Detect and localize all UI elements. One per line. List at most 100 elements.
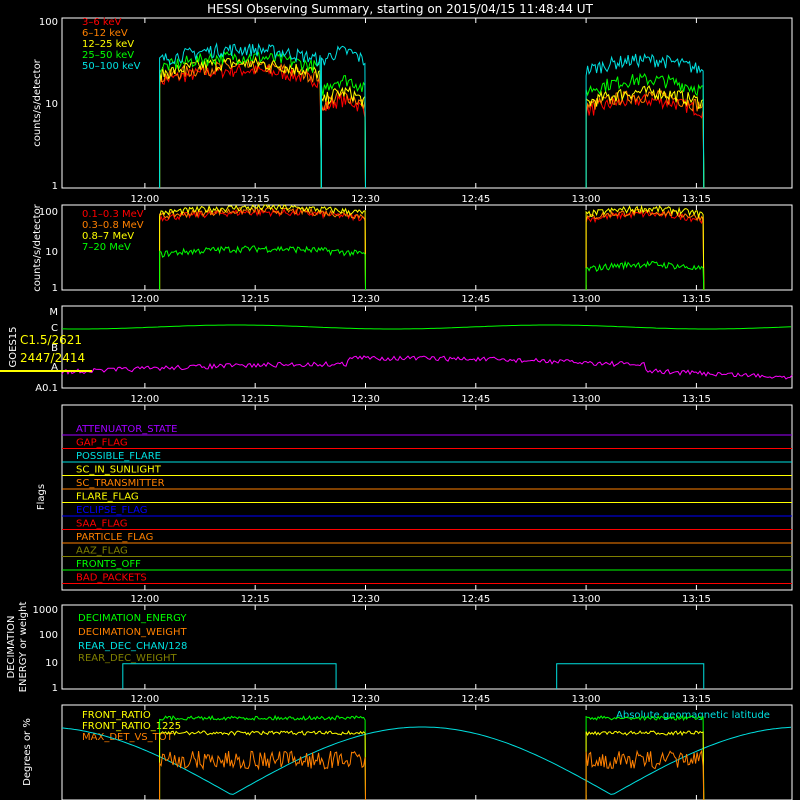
p5-legend-rear-dec-weight: REAR_DEC_WEIGHT [78, 653, 177, 664]
time-tick-label: 12:15 [241, 394, 270, 405]
p1-series-line [159, 42, 322, 189]
chart-marks [0, 18, 793, 800]
p5-legend-dec-energy: DECIMATION_ENERGY [78, 613, 187, 624]
time-tick-label: 12:45 [461, 294, 490, 305]
p2-legend-03-08: 0.3–0.8 MeV [82, 220, 144, 231]
p1-ytick-1: 1 [52, 181, 58, 192]
p2-ytick-10: 10 [45, 247, 58, 258]
goes-annotation-1: C1.5/2621 [20, 333, 82, 347]
p5-ytick-100: 100 [39, 630, 58, 641]
p3-ytick-a01: A0.1 [35, 383, 58, 394]
p1-legend-50-100: 50–100 keV [82, 61, 141, 72]
p1-series-line [320, 93, 366, 189]
p2-series-line [585, 260, 705, 291]
goes-annotation-2: 2447/2414 [20, 351, 85, 365]
time-tick-label: 12:00 [130, 394, 159, 405]
p1-series-line [320, 85, 366, 189]
time-tick-label: 12:30 [351, 594, 380, 605]
p2-series-line [159, 245, 366, 291]
flag-label: SAA_FLAG [76, 519, 127, 530]
p5-rear-dec-line [122, 663, 337, 689]
time-tick-label: 13:00 [572, 394, 601, 405]
panel-2-frame [61, 204, 793, 291]
p5-legend-dec-weight: DECIMATION_WEIGHT [78, 627, 187, 638]
goes-short-line [61, 355, 793, 380]
p5-ytick-10: 10 [45, 658, 58, 669]
panel-6-frame [61, 704, 793, 800]
time-tick-label: 12:45 [461, 194, 490, 205]
time-tick-label: 13:15 [682, 394, 711, 405]
p3-ylabel: GOES15 [8, 326, 19, 367]
time-axis-labels: 12:00 12:00 12:00 12:00 12:00 12:15 12:15 12:15… [130, 194, 710, 705]
p5-legend-rear-dec-chan: REAR_DEC_CHAN/128 [78, 641, 187, 652]
p2-series-line [585, 208, 705, 291]
p2-series-line [159, 203, 366, 291]
p6-legend-geomag: Absolute geomagnetic latitude [616, 710, 770, 721]
time-tick-label: 12:30 [351, 694, 380, 705]
p5-ylabel-1: DECIMATION [6, 615, 17, 678]
p6-ratio-line [585, 730, 705, 800]
panel-1-frame [61, 17, 793, 189]
p1-series-line [159, 50, 322, 189]
p6-ylabel: Degrees or % [22, 718, 33, 786]
p1-legend-12-25: 12–25 keV [82, 39, 134, 50]
p1-ytick-10: 10 [45, 99, 58, 110]
flag-label: SC_TRANSMITTER [76, 478, 165, 489]
p3-ytick-c: C [51, 323, 58, 334]
flag-label: GAP_FLAG [76, 438, 128, 449]
time-tick-label: 12:00 [130, 694, 159, 705]
p1-series-line [585, 53, 705, 189]
flag-label: POSSIBLE_FLARE [76, 451, 161, 462]
p1-series-line [585, 72, 705, 189]
time-tick-label: 12:30 [351, 194, 380, 205]
time-tick-label: 12:00 [130, 294, 159, 305]
p2-ytick-1: 1 [52, 283, 58, 294]
flag-label: PARTICLE_FLAG [76, 532, 153, 543]
time-tick-label: 12:15 [241, 194, 270, 205]
p1-series-line [585, 85, 705, 189]
panel-3-frame [61, 305, 793, 389]
p2-ytick-100: 100 [39, 207, 58, 218]
flag-list: ATTENUATOR_STATE GAP_FLAG POSSIBLE_FLARE SC… [76, 424, 177, 584]
time-tick-label: 13:15 [682, 294, 711, 305]
time-tick-label: 12:45 [461, 594, 490, 605]
p1-legend-3-6: 3–6 keV [82, 17, 121, 28]
plot-title: HESSI Observing Summary, starting on 201… [207, 2, 593, 16]
p4-ylabel: Flags [36, 484, 47, 510]
p2-legend-08-7: 0.8–7 MeV [82, 231, 134, 242]
time-tick-label: 13:00 [572, 194, 601, 205]
time-tick-label: 12:45 [461, 394, 490, 405]
time-tick-label: 12:30 [351, 394, 380, 405]
p1-series-line [320, 75, 366, 189]
p1-series-line [320, 45, 366, 189]
flag-label: ATTENUATOR_STATE [76, 424, 177, 435]
time-tick-label: 12:45 [461, 694, 490, 705]
time-tick-label: 13:00 [572, 294, 601, 305]
p2-legend-01-03: 0.1–0.3 MeV [82, 209, 144, 220]
time-tick-label: 12:30 [351, 294, 380, 305]
p6-geomag-line [61, 726, 792, 795]
p6-legend-front-ratio: FRONT_RATIO [82, 710, 151, 721]
p2-ylabel: counts/s/detector [32, 203, 43, 291]
panel-4-frame [61, 404, 793, 591]
flag-label: ECLIPSE_FLAG [76, 505, 147, 516]
p1-series-line [159, 59, 322, 189]
p1-series-line [159, 56, 322, 189]
goes-long-line [62, 324, 792, 330]
p6-ratio-line [585, 749, 705, 800]
time-tick-label: 13:00 [572, 694, 601, 705]
p1-series-line [585, 93, 705, 189]
time-tick-label: 13:15 [682, 194, 711, 205]
p5-ytick-1: 1 [52, 683, 58, 694]
p6-legend-max-det: MAX_DET_VS_TOT [82, 732, 174, 743]
flag-label: FRONTS_OFF [76, 559, 141, 570]
panel-5-frame [61, 604, 793, 690]
p6-legend-front-ratio-1225: FRONT_RATIO_1225 [82, 721, 181, 732]
time-tick-label: 12:15 [241, 594, 270, 605]
p1-series-line [585, 89, 705, 189]
p6-ratio-line [159, 730, 366, 800]
p1-ylabel: counts/s/detector [32, 58, 43, 146]
p5-ylabel-2: ENERGY or weight [18, 602, 29, 693]
